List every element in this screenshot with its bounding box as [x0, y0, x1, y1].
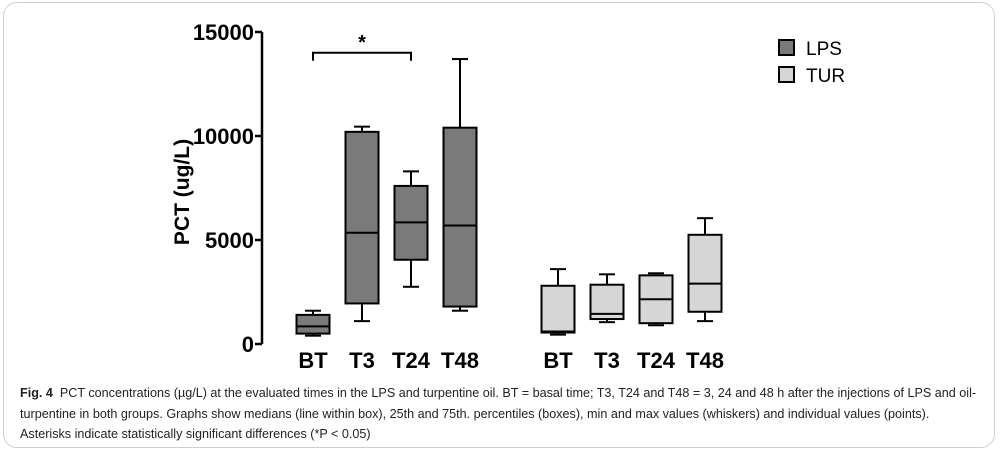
- y-tick-label: 10000: [193, 124, 254, 149]
- x-tick-label: T48: [441, 348, 479, 373]
- pct-box-plot: 0 5000 10000 15000 PCT (ug/L) BT T3 T24 T48 BT T3 T…: [171, 20, 845, 373]
- legend-label-lps: LPS: [806, 39, 842, 60]
- box-lps-bt: [295, 313, 331, 335]
- x-tick-label: T24: [392, 348, 431, 373]
- x-tick-label: BT: [298, 348, 328, 373]
- box-lps-t3: [344, 130, 380, 305]
- legend-swatch-lps: [778, 39, 795, 56]
- box-tur-bt: [540, 284, 576, 334]
- box-tur-t48: [687, 233, 723, 313]
- y-tick-label: 0: [242, 332, 254, 357]
- x-tick-label: T3: [349, 348, 375, 373]
- y-axis-title: PCT (ug/L): [171, 139, 194, 245]
- legend-swatch-tur: [778, 66, 795, 83]
- figure-frame: [3, 2, 995, 448]
- legend-label-tur: TUR: [806, 66, 845, 87]
- y-tick-label: 15000: [193, 20, 254, 45]
- x-tick-label: BT: [543, 348, 573, 373]
- caption-label: Fig. 4: [20, 386, 53, 400]
- y-tick-label: 5000: [205, 228, 254, 253]
- figure-caption: Fig. 4 PCT concentrations (µg/L) at the …: [20, 383, 980, 445]
- caption-text: PCT concentrations (µg/L) at the evaluat…: [20, 386, 977, 441]
- x-tick-label: T24: [637, 348, 676, 373]
- box-lps-t48: [442, 126, 478, 308]
- significance-bracket: [312, 51, 412, 61]
- x-tick-label: T48: [686, 348, 724, 373]
- significance-marker: *: [358, 32, 366, 54]
- x-tick-label: T3: [594, 348, 620, 373]
